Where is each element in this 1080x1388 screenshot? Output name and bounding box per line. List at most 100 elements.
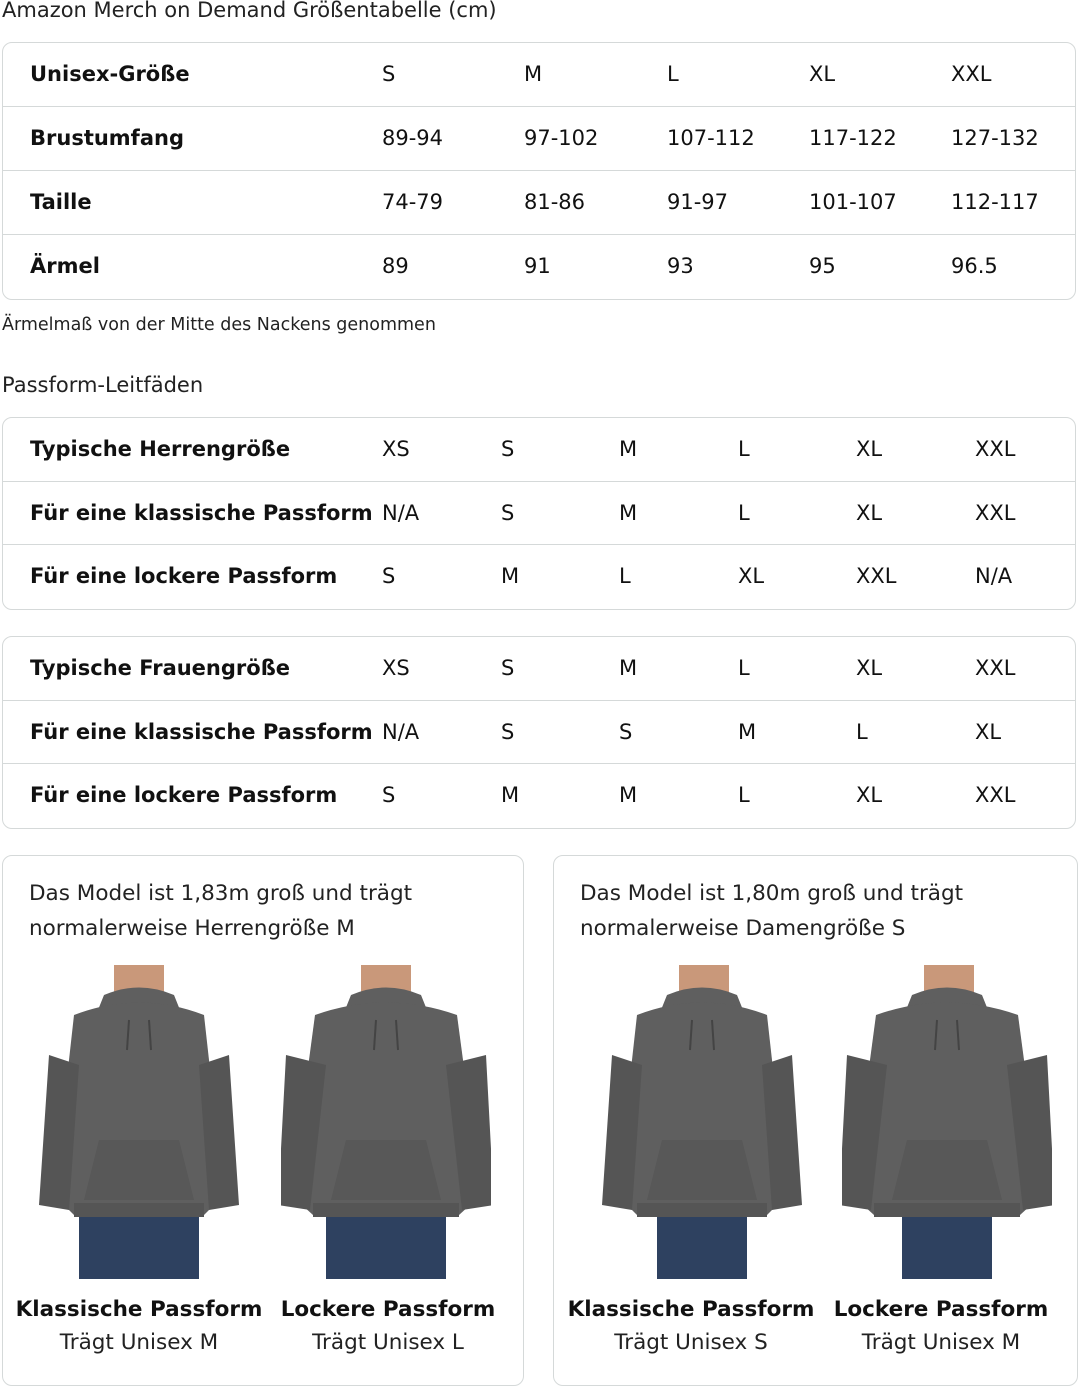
loose-fit-model-image [278,965,494,1279]
table-row: Für eine klassische Passform N/A S S M L XL [3,701,1075,764]
table-cell: 91-97 [667,190,729,214]
jeans [902,1217,992,1279]
fit-caption: Klassische Passform Trägt Unisex S [566,1297,816,1355]
classic-fit-model-image [34,965,244,1279]
table-cell: XXL [856,564,897,588]
jeans [657,1217,747,1279]
table-cell: XL [856,500,883,525]
table-cell: M [619,783,638,807]
waistband [637,1203,767,1217]
table-cell: 101-107 [809,190,897,214]
fit-name: Klassische Passform [567,1297,815,1322]
fit-caption: Lockere Passform Trägt Unisex M [816,1297,1066,1355]
size-table: Unisex-Größe S M L XL XXL Brustumfang 89-94 97-1… [2,42,1076,300]
row-label: Ärmel [30,254,100,278]
row-label: Für eine lockere Passform [30,564,338,588]
women-fit-table: Typische Frauengröße XS S M L XL XXL Für eine k… [2,636,1076,829]
table-row: Für eine lockere Passform S M L XL XXL N/A [3,545,1075,609]
jeans [326,1217,446,1279]
table-cell: 93 [667,254,694,278]
table-cell: S [382,564,396,588]
table-cell: S [501,500,515,525]
row-label: Taille [30,190,92,214]
table-row: Für eine lockere Passform S M M L XL XXL [3,764,1075,828]
hoodie-sleeves [602,1055,802,1210]
model-card-men: Das Model ist 1,83m groß und trägt norma… [2,855,524,1386]
table-cell: XXL [975,437,1016,461]
table-cell: 89 [382,254,409,278]
table-cell: 107-112 [667,126,755,150]
table-cell: S [501,719,515,744]
loose-fit-model-image [839,965,1055,1279]
row-label: Typische Frauengröße [30,656,291,680]
row-label: Für eine lockere Passform [30,783,338,807]
table-cell: M [501,564,520,588]
table-cell: S [382,62,396,86]
table-cell: 95 [809,254,836,278]
table-cell: L [738,437,750,461]
table-row: Taille 74-79 81-86 91-97 101-107 112-117 [3,171,1075,235]
model-description-line: Das Model ist 1,83m groß und trägt [29,881,413,906]
row-label: Typische Herrengröße [30,437,291,461]
table-cell: N/A [382,500,420,525]
table-cell: 74-79 [382,190,444,214]
table-cell: XXL [975,783,1016,807]
sleeve-note: Ärmelmaß von der Mitte des Nackens genom… [2,315,436,335]
table-row: Typische Frauengröße XS S M L XL XXL [3,637,1075,701]
classic-fit-model-image [597,965,807,1279]
table-cell: XXL [975,656,1016,680]
table-cell: S [501,437,515,461]
model-description: Das Model ist 1,80m groß und trägt norma… [580,876,963,946]
size-worn: Trägt Unisex M [59,1330,219,1355]
table-cell: L [856,719,868,744]
table-cell: M [619,656,638,680]
size-worn: Trägt Unisex L [312,1330,464,1355]
table-cell: M [524,62,543,86]
model-description: Das Model ist 1,83m groß und trägt norma… [29,876,412,946]
hoodie-body [291,1002,481,1215]
table-cell: XS [382,656,410,680]
table-cell: XL [975,719,1002,744]
fit-name: Lockere Passform [833,1297,1049,1322]
table-cell: 96.5 [951,254,998,278]
table-cell: L [738,783,750,807]
table-cell: L [619,564,631,588]
table-cell: L [738,500,750,525]
row-label: Unisex-Größe [30,62,190,86]
table-cell: S [501,656,515,680]
table-cell: N/A [975,564,1013,588]
fit-caption: Lockere Passform Trägt Unisex L [263,1297,513,1355]
table-row: Typische Herrengröße XS S M L XL XXL [3,418,1075,482]
size-worn: Trägt Unisex S [614,1330,768,1355]
hoodie-body [852,1002,1042,1215]
table-cell: S [619,719,633,744]
table-cell: M [738,719,757,744]
page-title: Amazon Merch on Demand Größentabelle (cm… [2,0,497,22]
table-row: Ärmel 89 91 93 95 96.5 [3,235,1075,299]
fit-guide-heading: Passform-Leitfäden [2,373,204,397]
table-cell: XS [382,437,410,461]
table-cell: M [501,783,520,807]
table-cell: 81-86 [524,190,586,214]
hoodie-sleeves [39,1055,239,1210]
table-cell: L [738,656,750,680]
size-worn: Trägt Unisex M [861,1330,1021,1355]
table-cell: XL [856,656,883,680]
table-cell: 117-122 [809,126,897,150]
table-cell: N/A [382,719,420,744]
waistband [313,1203,459,1217]
men-fit-table: Typische Herrengröße XS S M L XL XXL Für eine k… [2,417,1076,610]
table-cell: M [619,437,638,461]
model-description-line: normalerweise Herrengröße M [29,916,355,941]
fit-name: Klassische Passform [15,1297,263,1322]
table-cell: XL [809,62,836,86]
table-cell: XL [738,564,765,588]
kangaroo-pocket [647,1140,757,1200]
table-cell: 89-94 [382,126,444,150]
table-cell: XXL [951,62,992,86]
table-cell: XXL [975,500,1016,525]
model-description-line: Das Model ist 1,80m groß und trägt [580,881,964,906]
table-cell: M [619,500,638,525]
table-cell: 112-117 [951,190,1039,214]
table-cell: L [667,62,679,86]
